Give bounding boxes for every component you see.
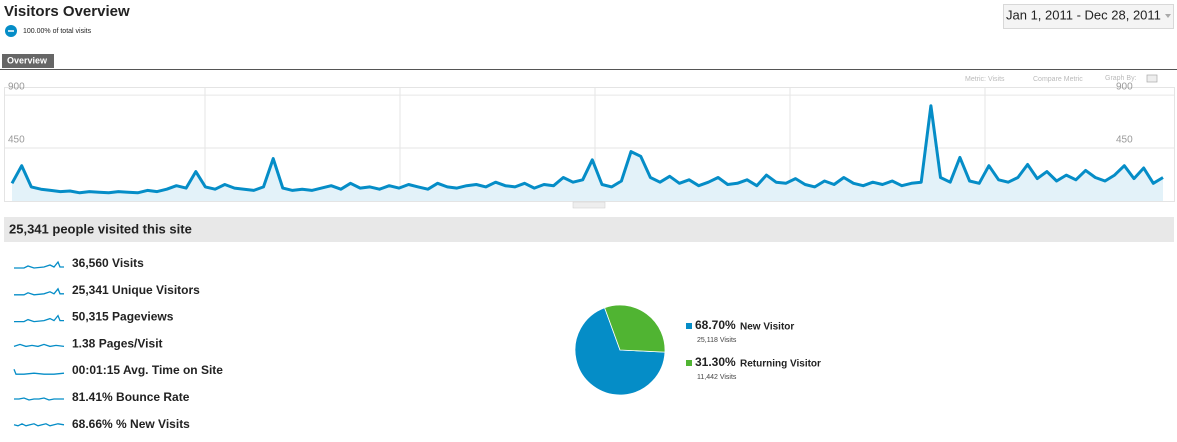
metric-value: 36,560 [72, 256, 109, 270]
graph-by-control: Graph By: [1105, 75, 1137, 82]
metric: 36,560 Visits [72, 256, 144, 270]
resize-handle[interactable] [572, 201, 606, 209]
metric-row: 68.66% % New Visits [13, 417, 190, 431]
metric-value: 50,315 [72, 310, 109, 324]
metric-value: 25,341 [72, 283, 109, 297]
y-tick-label: 450 [1116, 135, 1133, 146]
legend-value: 68.70% [695, 318, 736, 332]
metric-label: Bounce Rate [116, 390, 190, 404]
sparkline [13, 368, 65, 375]
metric: 1.38 Pages/Visit [72, 337, 163, 351]
legend-swatch [686, 323, 692, 329]
summary: 25,341 people visited this site [9, 221, 192, 236]
y-tick-label: 450 [8, 135, 25, 146]
metric-value: 1.38 [72, 337, 96, 351]
graph-by-icon[interactable] [1146, 74, 1158, 83]
tab[interactable] [2, 54, 54, 68]
metric-label: Pages/Visit [99, 337, 163, 351]
legend-visits: 11,442 Visits [697, 374, 737, 381]
pie-slice [574, 307, 666, 396]
y-tick-label: 900 [8, 82, 25, 93]
sparkline [14, 397, 64, 401]
metric: 50,315 Pageviews [72, 310, 174, 324]
summary-bar [4, 217, 1174, 242]
date-range: Jan 1, 2011 - Dec 28, 2011 [1006, 7, 1161, 22]
metric-row: 50,315 Pageviews [14, 310, 174, 324]
metric: 00:01:15 Avg. Time on Site [72, 363, 223, 377]
y-tick-label: 900 [1116, 82, 1133, 93]
legend-label: Returning Visitor [740, 359, 821, 370]
chart-frame [4, 87, 1175, 202]
metric-row: 36,560 Visits [14, 256, 144, 270]
metric-label: Visits [112, 256, 144, 270]
legend-visits: 25,118 Visits [697, 337, 737, 344]
sparkline [13, 343, 65, 348]
segment-label: 100.00% of total visits [23, 28, 92, 35]
legend-swatch [686, 360, 692, 366]
metric-row: 25,341 Unique Visitors [14, 283, 200, 297]
sparkline [14, 314, 64, 323]
sparkline [14, 260, 64, 269]
metric: 68.66% % New Visits [72, 417, 190, 431]
metric-row: 1.38 Pages/Visit [13, 337, 163, 351]
metric: 25,341 Unique Visitors [72, 283, 200, 297]
metric-row: 00:01:15 Avg. Time on Site [13, 363, 223, 377]
metric-label: Avg. Time on Site [123, 363, 223, 377]
metric-value: 81.41% [72, 390, 113, 404]
metric-label: % New Visits [116, 417, 190, 431]
metric-value: 68.66% [72, 417, 113, 431]
date-range-picker[interactable] [1003, 4, 1174, 29]
legend-label: New Visitor [740, 322, 794, 333]
dropdown-arrow [1165, 14, 1171, 18]
metric-control[interactable]: Metric: Visits [965, 76, 1005, 83]
metric-value: 00:01:15 [72, 363, 120, 377]
metric-row: 81.41% Bounce Rate [14, 390, 190, 404]
line [10, 104, 1164, 195]
legend-value: 31.30% [695, 355, 736, 369]
pie-slice [604, 304, 666, 353]
metric-label: Unique Visitors [112, 283, 200, 297]
sparkline [14, 287, 64, 296]
metric-label: Pageviews [112, 310, 174, 324]
area [12, 105, 1163, 201]
page-title: Visitors Overview [4, 3, 130, 20]
tab-label: Overview [7, 55, 48, 65]
metric: 81.41% Bounce Rate [72, 390, 190, 404]
compare-control[interactable]: Compare Metric [1033, 76, 1083, 83]
sparkline [13, 423, 65, 427]
